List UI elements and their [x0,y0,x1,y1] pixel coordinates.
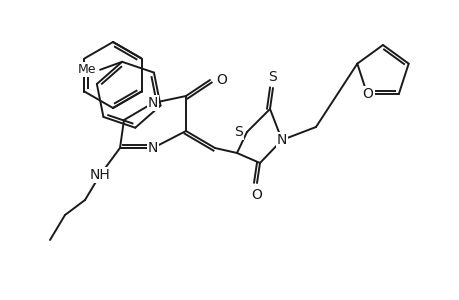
Text: O: O [216,73,226,87]
Text: N: N [147,141,158,155]
Text: S: S [234,125,242,139]
Text: N: N [147,96,158,110]
Text: NH: NH [90,168,110,182]
Text: S: S [268,70,277,84]
Text: N: N [276,133,286,147]
Text: O: O [251,188,262,202]
Text: Me: Me [78,63,96,76]
Text: O: O [362,87,373,101]
